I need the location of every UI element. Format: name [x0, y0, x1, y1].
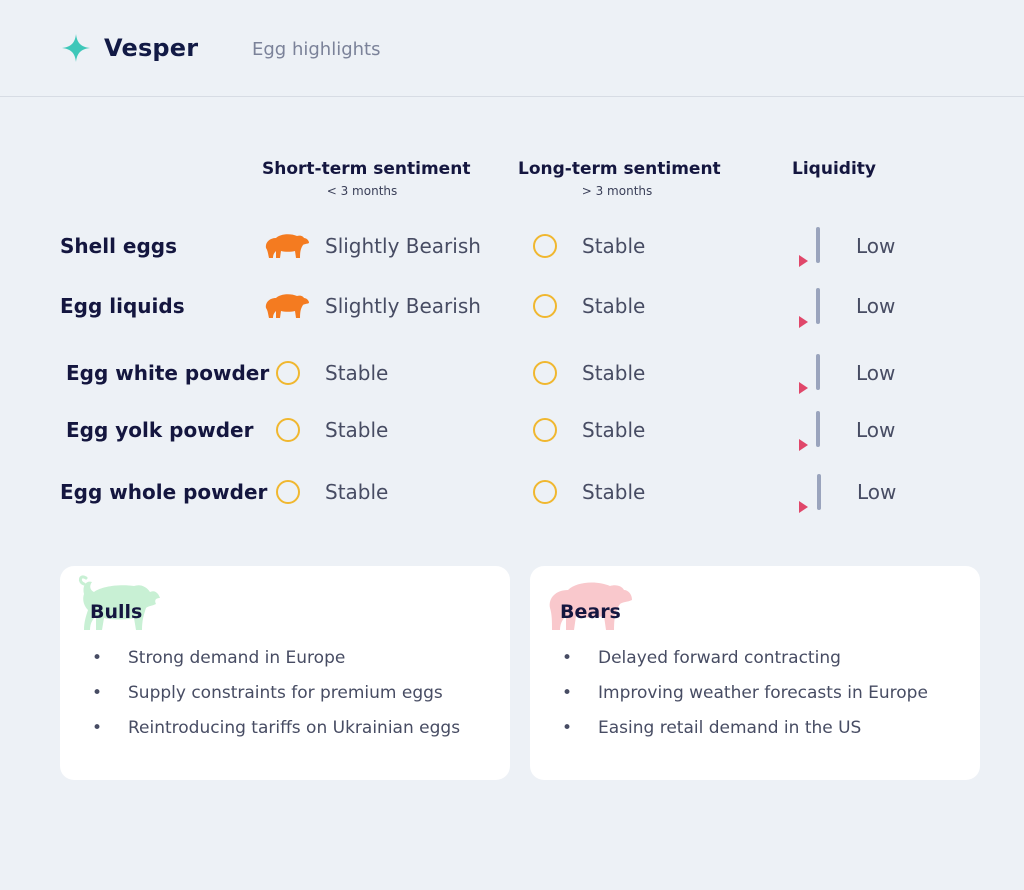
short-term-value: Slightly Bearish: [325, 294, 481, 318]
liquidity-marker-icon: [799, 439, 808, 451]
long-term-value: Stable: [582, 294, 646, 318]
long-term-value: Stable: [582, 418, 646, 442]
liquidity-value: Low: [857, 480, 897, 504]
long-term-value: Stable: [582, 234, 646, 258]
liquidity-marker-icon: [799, 382, 808, 394]
short-term-value: Stable: [325, 418, 389, 442]
short-term-value: Stable: [325, 361, 389, 385]
stable-circle-icon: [533, 480, 557, 504]
bears-list: • Delayed forward contracting • Improving …: [560, 648, 928, 753]
row-label-egg-whole-powder: Egg whole powder: [60, 480, 268, 504]
short-term-value: Slightly Bearish: [325, 234, 481, 258]
liquidity-bar: [816, 354, 820, 390]
short-term-value: Stable: [325, 480, 389, 504]
column-header-liquidity: Liquidity: [790, 159, 878, 179]
liquidity-value: Low: [856, 418, 896, 442]
header-bar: Vesper Egg highlights: [0, 0, 1024, 97]
row-label-egg-yolk-powder: Egg yolk powder: [66, 418, 254, 442]
column-subtitle: > 3 months: [581, 184, 653, 198]
row-label-shell-eggs: Shell eggs: [60, 234, 177, 258]
liquidity-marker-icon: [799, 255, 808, 267]
long-term-value: Stable: [582, 361, 646, 385]
column-subtitle: < 3 months: [326, 184, 398, 198]
long-term-value: Stable: [582, 480, 646, 504]
row-label-egg-white-powder: Egg white powder: [66, 361, 270, 385]
list-item: • Delayed forward contracting: [562, 648, 841, 668]
liquidity-bar: [816, 411, 820, 447]
stable-circle-icon: [533, 294, 557, 318]
liquidity-bar: [816, 227, 820, 263]
column-title: Short-term sentiment: [262, 159, 471, 179]
bear-icon: [549, 582, 632, 630]
list-item: • Improving weather forecasts in Europe: [562, 683, 928, 703]
logo[interactable]: Vesper: [60, 32, 198, 64]
page-title: Egg highlights: [252, 39, 381, 60]
column-header-long-term: Long-term sentiment > 3 months: [518, 159, 721, 198]
bears-title: Bears: [560, 601, 621, 623]
bear-icon: [265, 294, 309, 318]
list-item: • Reintroducing tariffs on Ukrainian eggs: [92, 718, 461, 738]
bulls-list: • Strong demand in Europe • Supply constra…: [90, 648, 460, 753]
brand-name: Vesper: [104, 34, 199, 62]
list-item: • Easing retail demand in the US: [562, 718, 862, 738]
row-label-egg-liquids: Egg liquids: [60, 294, 185, 318]
liquidity-value: Low: [856, 234, 896, 258]
stable-circle-icon: [533, 234, 557, 258]
bears-card: Bears • Delayed forward contracting • Impr…: [530, 566, 980, 780]
column-title: Long-term sentiment: [518, 159, 721, 179]
stable-circle-icon: [533, 361, 557, 385]
bull-icon: [78, 575, 160, 630]
list-item: • Supply constraints for premium eggs: [92, 683, 443, 703]
stable-circle-icon: [276, 418, 300, 442]
liquidity-value: Low: [856, 294, 896, 318]
liquidity-value: Low: [856, 361, 896, 385]
bulls-title: Bulls: [90, 601, 143, 623]
liquidity-marker-icon: [799, 501, 808, 513]
liquidity-marker-icon: [799, 316, 808, 328]
bear-icon: [265, 234, 309, 258]
sparkle-icon: [62, 34, 90, 62]
column-title: Liquidity: [792, 159, 876, 179]
list-item: • Strong demand in Europe: [92, 648, 346, 668]
stable-circle-icon: [276, 361, 300, 385]
liquidity-bar: [817, 474, 821, 510]
stable-circle-icon: [533, 418, 557, 442]
bulls-card: Bulls • Strong demand in Europe • Supply c…: [60, 566, 510, 780]
liquidity-bar: [816, 288, 820, 324]
stable-circle-icon: [276, 480, 300, 504]
column-header-short-term: Short-term sentiment < 3 months: [262, 159, 471, 198]
